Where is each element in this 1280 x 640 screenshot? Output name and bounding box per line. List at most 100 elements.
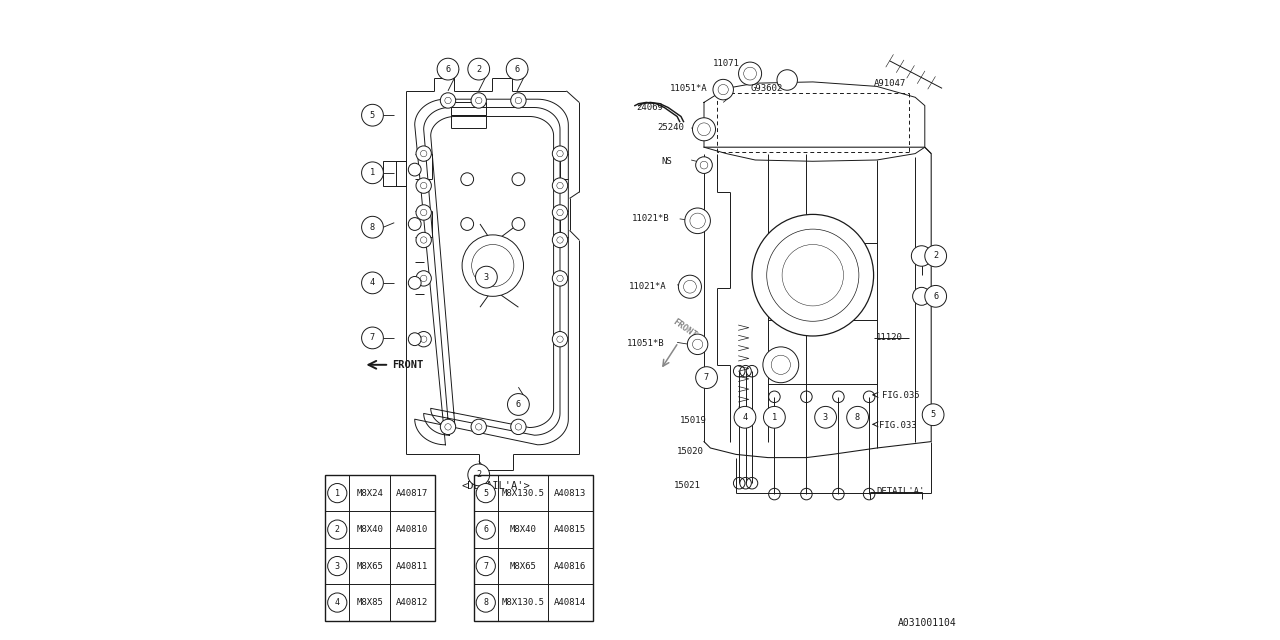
Text: M8X40: M8X40	[356, 525, 383, 534]
Bar	[325, 475, 435, 621]
Text: 4: 4	[370, 278, 375, 287]
Text: 8: 8	[484, 598, 488, 607]
Circle shape	[328, 484, 347, 503]
Circle shape	[476, 593, 495, 612]
Circle shape	[476, 557, 495, 576]
Text: M8X24: M8X24	[356, 488, 383, 498]
Text: A40814: A40814	[554, 598, 586, 607]
Circle shape	[511, 93, 526, 108]
Circle shape	[416, 332, 431, 347]
Circle shape	[328, 557, 347, 576]
Circle shape	[763, 406, 786, 428]
Text: 6: 6	[516, 400, 521, 409]
Text: 11051*B: 11051*B	[627, 339, 664, 348]
Circle shape	[739, 62, 762, 85]
Circle shape	[507, 394, 530, 415]
Text: 6: 6	[515, 65, 520, 74]
Circle shape	[687, 334, 708, 355]
Text: 4: 4	[742, 413, 748, 422]
Circle shape	[696, 157, 713, 173]
Circle shape	[436, 58, 460, 80]
Circle shape	[695, 367, 717, 388]
Text: FRONT: FRONT	[392, 360, 424, 370]
Circle shape	[553, 205, 568, 220]
Circle shape	[471, 419, 486, 435]
Text: 4: 4	[335, 598, 339, 607]
Circle shape	[553, 332, 568, 347]
Text: 6: 6	[933, 292, 938, 301]
Circle shape	[924, 285, 947, 307]
Text: 11021*B: 11021*B	[632, 214, 669, 223]
Text: <DETAIL'A'>: <DETAIL'A'>	[462, 481, 530, 492]
Text: 2: 2	[476, 470, 481, 479]
Circle shape	[507, 58, 529, 80]
Circle shape	[553, 178, 568, 193]
Text: A40815: A40815	[554, 525, 586, 534]
Circle shape	[476, 266, 497, 288]
Circle shape	[440, 93, 456, 108]
Circle shape	[416, 232, 431, 248]
Text: 5: 5	[484, 488, 488, 498]
Text: 2: 2	[476, 65, 481, 74]
Circle shape	[924, 245, 947, 267]
Text: 24069: 24069	[637, 103, 663, 112]
Text: 11021*A: 11021*A	[630, 282, 667, 291]
Circle shape	[476, 520, 495, 539]
Text: M8X65: M8X65	[509, 561, 536, 571]
Text: M8X65: M8X65	[356, 561, 383, 571]
Circle shape	[512, 173, 525, 186]
Circle shape	[361, 162, 384, 184]
Circle shape	[922, 404, 945, 426]
Text: 8: 8	[370, 223, 375, 232]
Text: 11071: 11071	[713, 60, 740, 68]
Text: A40810: A40810	[396, 525, 429, 534]
Circle shape	[408, 218, 421, 230]
Text: A40812: A40812	[396, 598, 429, 607]
Text: 6: 6	[484, 525, 488, 534]
Text: 3: 3	[484, 273, 489, 282]
Circle shape	[461, 218, 474, 230]
Text: M8X85: M8X85	[356, 598, 383, 607]
Circle shape	[328, 520, 347, 539]
Text: 15020: 15020	[677, 447, 704, 456]
Circle shape	[408, 333, 421, 346]
Text: NS: NS	[662, 157, 672, 166]
Text: A40813: A40813	[554, 488, 586, 498]
Text: FIG.033: FIG.033	[879, 421, 916, 430]
Text: M8X130.5: M8X130.5	[502, 488, 544, 498]
Circle shape	[847, 406, 869, 428]
Text: 2: 2	[335, 525, 339, 534]
Circle shape	[416, 271, 431, 286]
Circle shape	[462, 235, 524, 296]
Circle shape	[476, 484, 495, 503]
Circle shape	[553, 271, 568, 286]
Circle shape	[361, 272, 384, 294]
Circle shape	[553, 232, 568, 248]
Text: M8X130.5: M8X130.5	[502, 598, 544, 607]
Text: 7: 7	[484, 561, 488, 571]
Circle shape	[408, 276, 421, 289]
Text: A40817: A40817	[396, 488, 429, 498]
Circle shape	[511, 419, 526, 435]
Circle shape	[361, 216, 384, 238]
Text: 5: 5	[370, 111, 375, 120]
Text: 11120: 11120	[876, 333, 902, 342]
Circle shape	[911, 246, 932, 266]
Text: 7: 7	[370, 333, 375, 342]
Text: 8: 8	[855, 413, 860, 422]
Text: 7: 7	[704, 373, 709, 382]
Text: 3: 3	[335, 561, 339, 571]
Circle shape	[361, 104, 384, 126]
Text: A40811: A40811	[396, 561, 429, 571]
Circle shape	[678, 275, 701, 298]
Circle shape	[416, 146, 431, 161]
Circle shape	[685, 208, 710, 234]
Bar	[474, 475, 593, 621]
Text: 1: 1	[335, 488, 339, 498]
Bar	[383, 161, 407, 186]
Text: 1: 1	[772, 413, 777, 422]
Text: A031001104: A031001104	[899, 618, 957, 628]
Text: 2: 2	[933, 252, 938, 260]
Circle shape	[512, 218, 525, 230]
Text: DETAIL'A': DETAIL'A'	[877, 487, 925, 496]
